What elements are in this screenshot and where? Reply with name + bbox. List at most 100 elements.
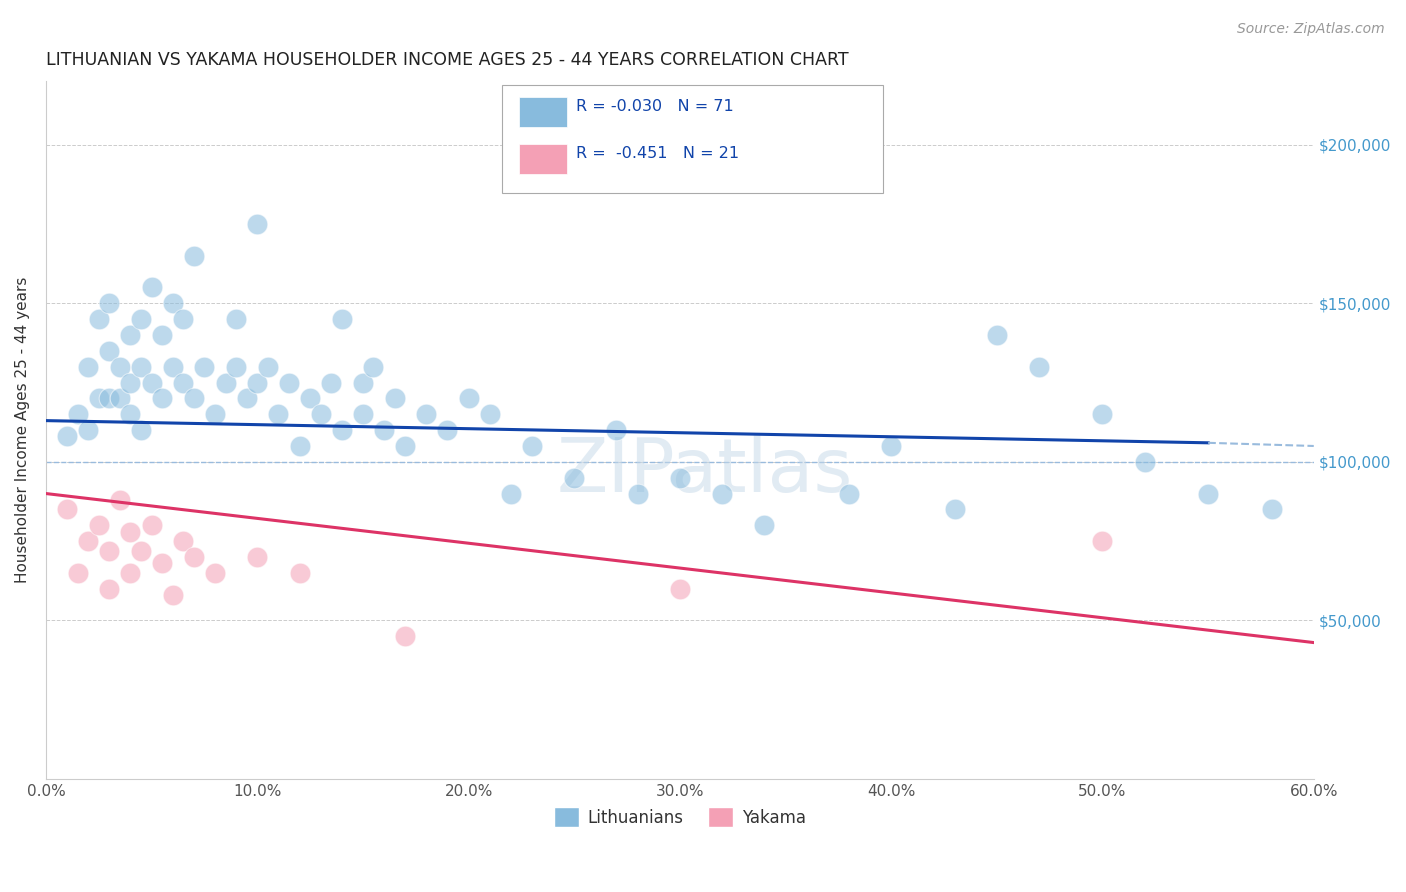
Point [162,296,184,310]
Point [87,392,110,406]
Point [256,359,278,374]
Point [1091,534,1114,549]
Point [225,359,247,374]
Point [288,439,311,453]
Point [183,392,205,406]
Point [943,502,966,516]
Point [880,439,903,453]
Point [373,423,395,437]
Point [172,534,194,549]
Point [129,359,152,374]
Point [204,407,226,421]
Point [120,566,142,580]
Point [77,423,100,437]
Point [98,582,121,596]
Point [986,328,1008,343]
Text: Source: ZipAtlas.com: Source: ZipAtlas.com [1237,22,1385,37]
Point [87,312,110,326]
Point [394,629,416,643]
Point [183,249,205,263]
Text: R = -0.030   N = 71: R = -0.030 N = 71 [576,99,734,114]
Point [436,423,458,437]
Point [150,392,173,406]
Text: R =  -0.451   N = 21: R = -0.451 N = 21 [576,146,740,161]
Point [162,588,184,602]
Point [98,296,121,310]
Point [98,543,121,558]
Y-axis label: Householder Income Ages 25 - 44 years: Householder Income Ages 25 - 44 years [15,277,30,583]
Point [141,280,163,294]
Point [214,376,236,390]
Point [605,423,627,437]
Point [1260,502,1282,516]
Point [141,518,163,533]
Text: LITHUANIAN VS YAKAMA HOUSEHOLDER INCOME AGES 25 - 44 YEARS CORRELATION CHART: LITHUANIAN VS YAKAMA HOUSEHOLDER INCOME … [46,51,849,69]
Point [415,407,437,421]
Point [235,392,257,406]
Point [711,486,734,500]
Point [299,392,322,406]
Point [183,549,205,564]
Point [108,359,131,374]
Point [246,376,269,390]
Point [66,566,89,580]
Point [120,407,142,421]
Point [246,217,269,231]
Point [669,471,692,485]
Point [352,376,374,390]
Point [352,407,374,421]
Point [66,407,89,421]
Point [129,423,152,437]
Point [520,439,543,453]
Point [626,486,648,500]
Point [172,312,194,326]
Point [98,392,121,406]
Point [562,471,585,485]
Point [120,376,142,390]
Point [394,439,416,453]
Point [838,486,860,500]
FancyBboxPatch shape [519,145,567,174]
Point [108,492,131,507]
Point [129,312,152,326]
Point [77,359,100,374]
Point [129,543,152,558]
Point [669,582,692,596]
Point [499,486,522,500]
Point [108,392,131,406]
Point [1028,359,1050,374]
FancyBboxPatch shape [519,96,567,127]
FancyBboxPatch shape [502,85,883,193]
Point [162,359,184,374]
Point [384,392,406,406]
Point [330,312,353,326]
Point [309,407,332,421]
Point [330,423,353,437]
Point [267,407,290,421]
Point [77,534,100,549]
Point [288,566,311,580]
Point [363,359,385,374]
Text: ZIPatlas: ZIPatlas [557,435,853,508]
Point [120,328,142,343]
Point [1091,407,1114,421]
Point [204,566,226,580]
Point [172,376,194,390]
Point [225,312,247,326]
Point [56,502,79,516]
Point [98,343,121,358]
Legend: Lithuanians, Yakama: Lithuanians, Yakama [547,801,813,833]
Point [87,518,110,533]
Point [1133,455,1156,469]
Point [120,524,142,539]
Point [321,376,343,390]
Point [478,407,501,421]
Point [193,359,215,374]
Point [141,376,163,390]
Point [56,429,79,443]
Point [278,376,301,390]
Point [457,392,479,406]
Point [246,549,269,564]
Point [150,557,173,571]
Point [1197,486,1219,500]
